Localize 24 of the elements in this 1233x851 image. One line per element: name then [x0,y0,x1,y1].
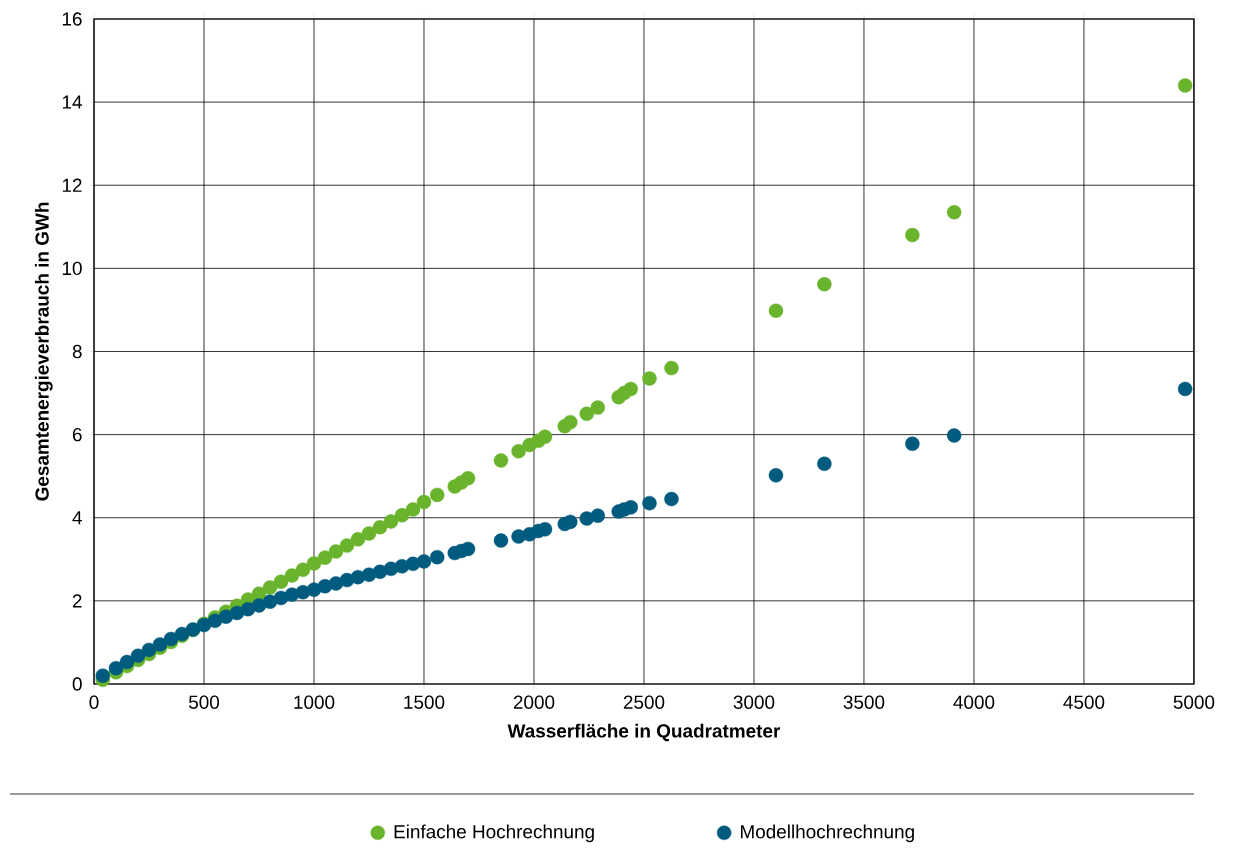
x-tick-label: 3000 [733,695,775,709]
x-tick-label: 1500 [404,695,445,709]
y-tick-label: 12 [62,178,82,192]
y-tick-label: 6 [72,427,82,442]
x-tick-label: 3500 [843,695,885,709]
y-axis-title: Gesamtenergieverbrauch in GWh [34,202,53,501]
x-tick-label: 5000 [1173,695,1215,709]
x-tick-label: 2000 [513,695,555,709]
y-tick-label: 4 [72,511,82,525]
legend-label: Einfache Hochrechnung [394,824,594,843]
x-axis-title: Wasserfläche in Quadratmeter [507,723,781,742]
y-tick-label: 10 [62,261,82,276]
x-tick-label: 4500 [1063,695,1105,709]
x-tick-label: 1000 [294,695,335,709]
y-tick-label: 2 [72,594,82,608]
y-tick-label: 8 [72,344,82,359]
y-tick-label: 0 [72,677,82,691]
x-tick-label: 500 [188,695,220,709]
x-tick-label: 4000 [953,695,995,709]
x-tick-label: 0 [89,695,99,709]
y-tick-label: 14 [62,95,82,109]
legend-label: Modellhochrechnung [740,824,914,843]
y-tick-label: 16 [62,12,82,26]
x-tick-label: 2500 [623,695,665,709]
